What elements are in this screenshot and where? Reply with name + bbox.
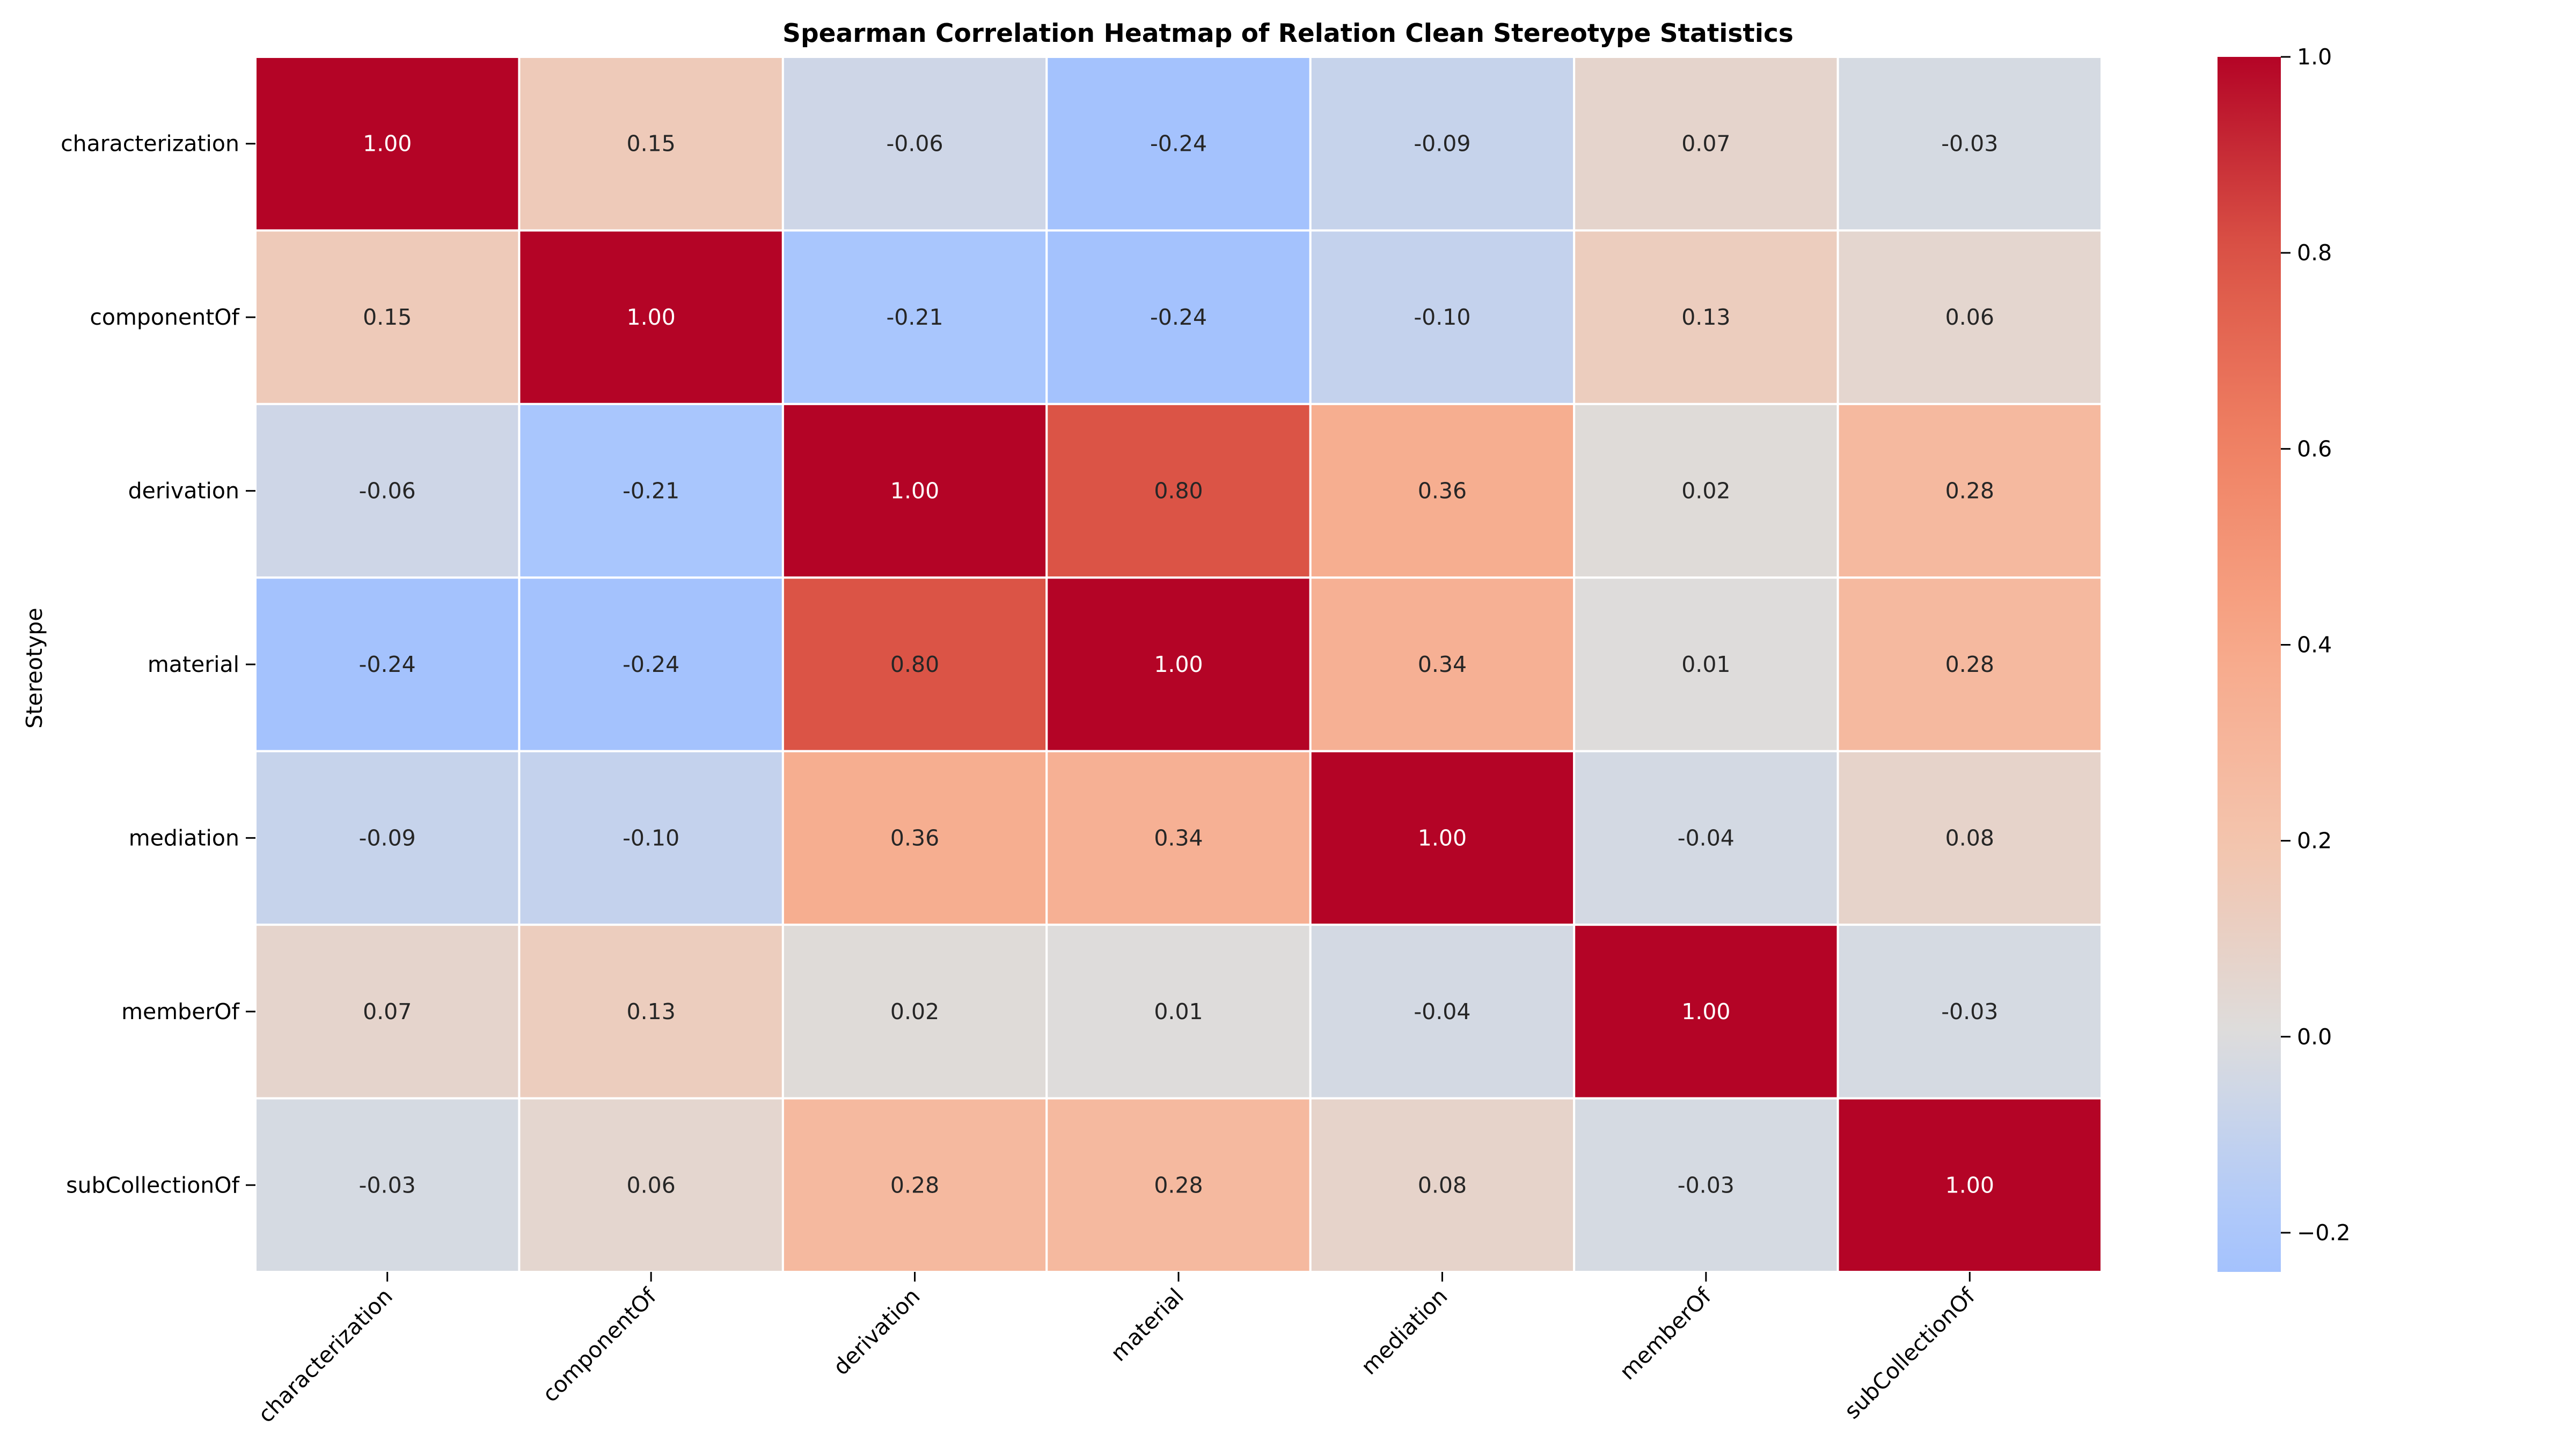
cell-value-label: -0.03 bbox=[1678, 1172, 1735, 1198]
cell-value-label: -0.24 bbox=[623, 652, 679, 677]
x-tick-label: mediation bbox=[1356, 1283, 1453, 1380]
x-tick-label: characterization bbox=[253, 1283, 397, 1428]
x-axis-ticks: characterization componentOf derivation mat… bbox=[253, 1272, 1980, 1428]
cell-value-label: -0.03 bbox=[1941, 131, 1998, 157]
cell-value-label: 0.28 bbox=[1945, 652, 1994, 677]
cell-value-label: 1.00 bbox=[1681, 999, 1730, 1024]
cell-value-label: 0.02 bbox=[1681, 478, 1730, 504]
cell-value-label: 0.13 bbox=[1681, 304, 1730, 330]
x-tick-label: memberOf bbox=[1614, 1283, 1717, 1385]
cell-value-label: -0.04 bbox=[1414, 999, 1470, 1024]
colorbar-gradient bbox=[2218, 57, 2281, 1272]
cell-value-label: -0.10 bbox=[1414, 304, 1470, 330]
cell-value-label: 1.00 bbox=[626, 304, 675, 330]
cell-value-label: -0.10 bbox=[623, 825, 679, 851]
colorbar-tick-label: 0.6 bbox=[2297, 436, 2332, 462]
colorbar-tick-label: 0.0 bbox=[2297, 1024, 2332, 1050]
cell-value-label: 0.08 bbox=[1418, 1172, 1467, 1198]
x-tick-label: subCollectionOf bbox=[1839, 1283, 1980, 1424]
x-tick-label: derivation bbox=[828, 1283, 925, 1380]
cell-value-label: 0.02 bbox=[890, 999, 939, 1024]
cell-value-label: -0.06 bbox=[887, 131, 943, 157]
cell-value-label: -0.21 bbox=[887, 304, 943, 330]
cell-value-label: 0.07 bbox=[363, 999, 412, 1024]
cell-value-label: 0.07 bbox=[1681, 131, 1730, 157]
cell-value-label: -0.09 bbox=[1414, 131, 1470, 157]
cell-value-label: 0.28 bbox=[1154, 1172, 1203, 1198]
cell-value-label: -0.04 bbox=[1678, 825, 1735, 851]
colorbar: 1.0 0.8 0.6 0.4 0.2 0.0 −0.2 bbox=[2218, 44, 2351, 1272]
cell-value-label: 0.13 bbox=[626, 999, 675, 1024]
cell-value-label: 0.01 bbox=[1154, 999, 1203, 1024]
cell-value-label: 0.06 bbox=[1945, 304, 1994, 330]
cell-value-label: 0.08 bbox=[1945, 825, 1994, 851]
cell-value-label: 0.36 bbox=[1418, 478, 1467, 504]
y-tick-label: subCollectionOf bbox=[66, 1172, 240, 1198]
cell-value-label: -0.03 bbox=[359, 1172, 416, 1198]
cell-value-label: 0.15 bbox=[626, 131, 675, 157]
cell-value-label: 1.00 bbox=[890, 478, 939, 504]
cell-value-label: 1.00 bbox=[1154, 652, 1203, 677]
cell-value-label: 0.28 bbox=[890, 1172, 939, 1198]
cell-value-label: 0.06 bbox=[626, 1172, 675, 1198]
cell-value-label: 1.00 bbox=[1945, 1172, 1994, 1198]
y-axis-label: Stereotype bbox=[21, 608, 47, 728]
cell-value-label: 0.34 bbox=[1154, 825, 1203, 851]
y-tick-label: material bbox=[148, 652, 239, 677]
colorbar-tick-label: 0.2 bbox=[2297, 828, 2332, 854]
colorbar-tick-label: −0.2 bbox=[2297, 1220, 2351, 1246]
cell-value-label: 0.01 bbox=[1681, 652, 1730, 677]
cell-value-label: 0.28 bbox=[1945, 478, 1994, 504]
y-tick-label: mediation bbox=[129, 825, 239, 851]
cell-value-label: -0.24 bbox=[1150, 131, 1207, 157]
cell-value-label: 1.00 bbox=[1418, 825, 1467, 851]
cell-value-label: -0.21 bbox=[623, 478, 679, 504]
y-tick-label: memberOf bbox=[121, 999, 240, 1024]
x-tick-label: componentOf bbox=[537, 1283, 662, 1407]
colorbar-tick-label: 1.0 bbox=[2297, 44, 2332, 70]
cell-value-label: -0.06 bbox=[359, 478, 416, 504]
chart-title: Spearman Correlation Heatmap of Relation… bbox=[782, 19, 1794, 48]
cell-value-label: -0.03 bbox=[1941, 999, 1998, 1024]
cell-value-label: 0.80 bbox=[890, 652, 939, 677]
colorbar-tick-label: 0.8 bbox=[2297, 240, 2332, 266]
cell-value-label: -0.24 bbox=[1150, 304, 1207, 330]
y-tick-label: componentOf bbox=[90, 304, 240, 330]
cell-value-label: -0.24 bbox=[359, 652, 416, 677]
y-tick-label: characterization bbox=[61, 131, 239, 157]
cell-value-label: 0.34 bbox=[1418, 652, 1467, 677]
y-axis-ticks: characterization componentOf derivation mat… bbox=[61, 131, 255, 1198]
colorbar-tick-label: 0.4 bbox=[2297, 632, 2332, 657]
cell-value-label: 0.80 bbox=[1154, 478, 1203, 504]
cell-value-label: 1.00 bbox=[363, 131, 412, 157]
cell-value-label: 0.36 bbox=[890, 825, 939, 851]
cell-value-label: -0.09 bbox=[359, 825, 416, 851]
x-tick-label: material bbox=[1106, 1283, 1189, 1366]
y-tick-label: derivation bbox=[128, 478, 239, 504]
cell-value-label: 0.15 bbox=[363, 304, 412, 330]
